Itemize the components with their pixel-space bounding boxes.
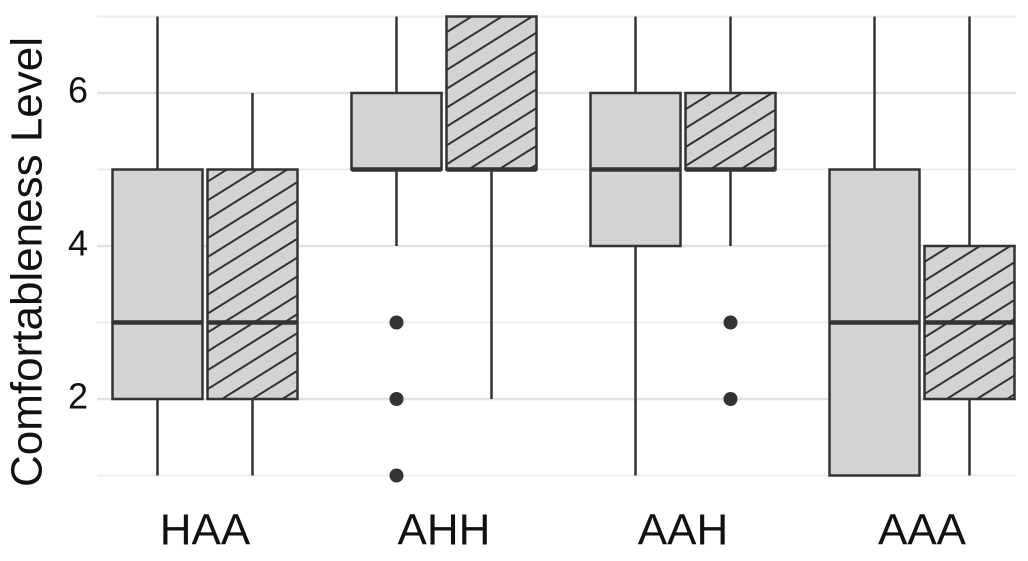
y-axis-title: Comfortableness Level <box>3 37 52 487</box>
outlier <box>389 392 404 406</box>
box <box>111 168 204 401</box>
y-tick-label: 4 <box>68 223 88 264</box>
y-tick-label: 2 <box>68 376 88 417</box>
x-tick-label: AHH <box>398 506 491 555</box>
y-tick-label: 6 <box>68 70 88 111</box>
box <box>684 91 777 171</box>
x-tick-label: AAA <box>878 506 967 555</box>
outlier <box>389 315 404 330</box>
outlier <box>723 315 738 330</box>
x-tick-label: AAH <box>638 506 728 555</box>
outlier <box>723 392 738 406</box>
x-tick-label: HAA <box>160 506 251 555</box>
box <box>206 168 299 401</box>
outlier <box>389 468 404 483</box>
box <box>350 91 443 171</box>
box <box>445 15 538 171</box>
